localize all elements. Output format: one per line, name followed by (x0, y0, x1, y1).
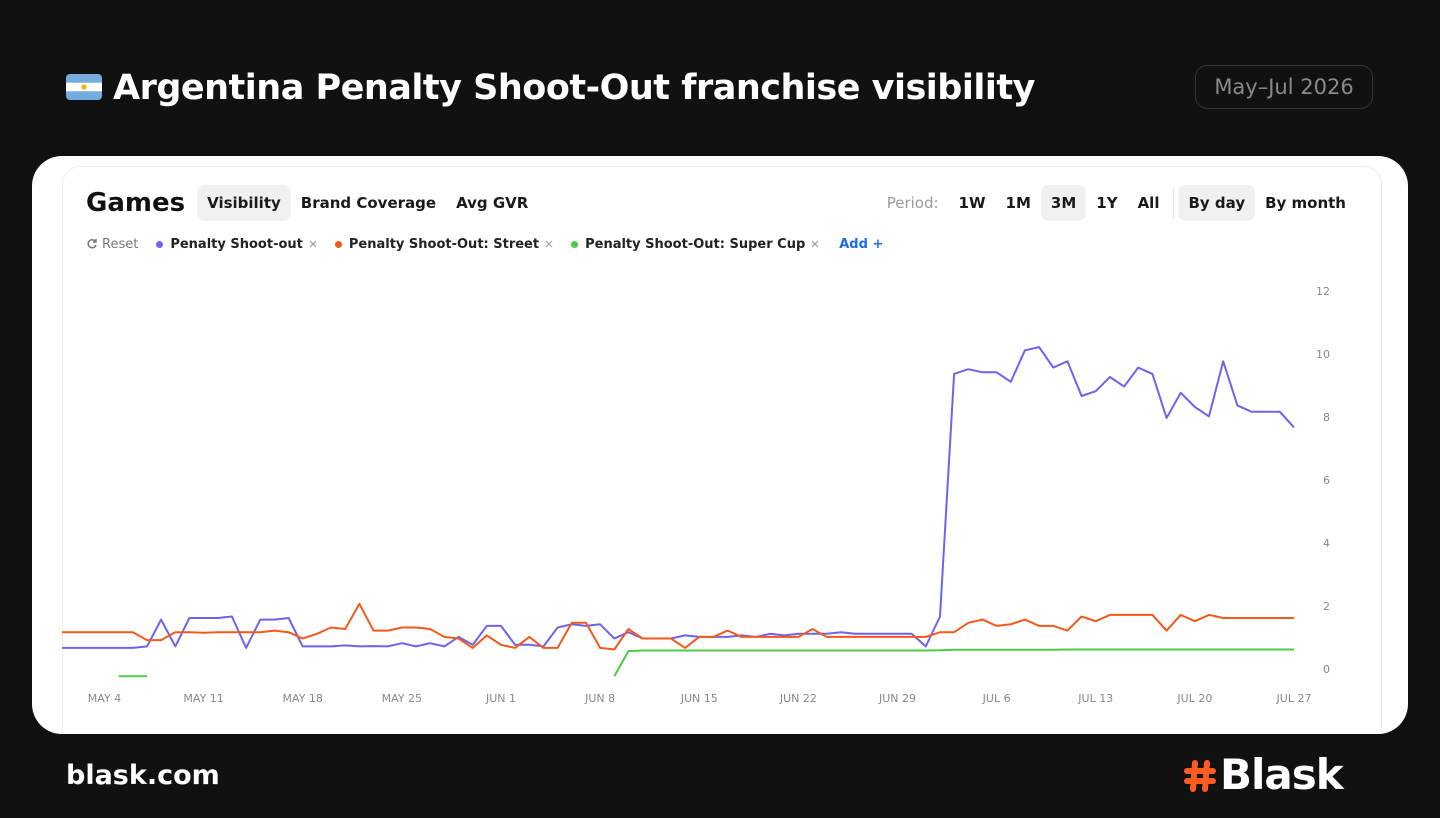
x-tick-label: JUN 22 (779, 692, 817, 705)
period-bar: Period: 1W 1M 3M 1Y All By day By month (877, 185, 1356, 221)
y-tick-label: 2 (1323, 600, 1330, 613)
brand-name: Blask (1220, 750, 1344, 799)
x-tick-label: MAY 11 (183, 692, 223, 705)
y-tick-label: 8 (1323, 411, 1330, 424)
x-tick-label: JUL 6 (982, 692, 1011, 705)
legend-label: Penalty Shoot-Out: Super Cup (585, 236, 806, 252)
remove-icon[interactable] (811, 240, 819, 248)
x-tick-label: JUL 27 (1276, 692, 1312, 705)
y-tick-label: 12 (1316, 285, 1330, 298)
reset-icon (87, 239, 97, 249)
x-tick-label: JUN 1 (485, 692, 516, 705)
flag-icon (66, 74, 102, 100)
x-tick-label: MAY 4 (88, 692, 121, 705)
period-button[interactable]: 1Y (1096, 194, 1118, 212)
tab[interactable]: Brand Coverage (300, 194, 437, 212)
y-tick-label: 0 (1323, 663, 1330, 676)
legend-dot (156, 240, 164, 248)
panel-heading: Games (86, 188, 186, 218)
y-tick-label: 4 (1323, 537, 1330, 550)
series-line (118, 648, 1294, 678)
page-title: Argentina Penalty Shoot-Out franchise vi… (113, 68, 1035, 108)
brand-icon (1184, 760, 1216, 792)
x-tick-label: JUL 20 (1176, 692, 1212, 705)
y-tick-label: 6 (1323, 474, 1330, 487)
x-tick-label: JUL 13 (1077, 692, 1113, 705)
legend-dot (571, 240, 579, 248)
legend: Reset Penalty Shoot-out Penalty Shoot-Out… (86, 234, 883, 254)
period-button[interactable]: 1W (958, 194, 986, 212)
granularity-button[interactable]: By day (1178, 185, 1256, 221)
period-badge: May–Jul 2026 (1195, 65, 1373, 109)
remove-icon[interactable] (309, 240, 317, 248)
tab-bar: Games Visibility Brand Coverage Avg GVR (86, 185, 538, 221)
granularity-button[interactable]: By month (1265, 194, 1346, 212)
chart-panel (62, 166, 1382, 734)
period-button[interactable]: 3M (1040, 185, 1087, 221)
series-line (62, 602, 1294, 651)
reset-button[interactable]: Reset (86, 237, 138, 252)
x-tick-label: MAY 18 (283, 692, 323, 705)
x-tick-label: JUN 15 (680, 692, 718, 705)
legend-dot (334, 240, 342, 248)
legend-label: Penalty Shoot-Out: Street (348, 236, 540, 252)
remove-icon[interactable] (545, 240, 553, 248)
x-tick-label: MAY 25 (382, 692, 422, 705)
y-tick-label: 10 (1316, 348, 1330, 361)
separator (1173, 188, 1175, 218)
reset-label: Reset (102, 236, 139, 252)
period-label: Period: (886, 194, 939, 212)
site-label: blask.com (66, 760, 220, 791)
tab[interactable]: Avg GVR (456, 194, 529, 212)
add-button[interactable]: Add + (839, 236, 884, 252)
legend-label: Penalty Shoot-out (170, 236, 303, 252)
tab[interactable]: Visibility (197, 185, 291, 221)
x-tick-label: JUN 8 (584, 692, 615, 705)
period-button[interactable]: All (1137, 194, 1160, 212)
series-line (62, 346, 1295, 649)
x-tick-label: JUN 29 (878, 692, 916, 705)
period-button[interactable]: 1M (1005, 194, 1031, 212)
